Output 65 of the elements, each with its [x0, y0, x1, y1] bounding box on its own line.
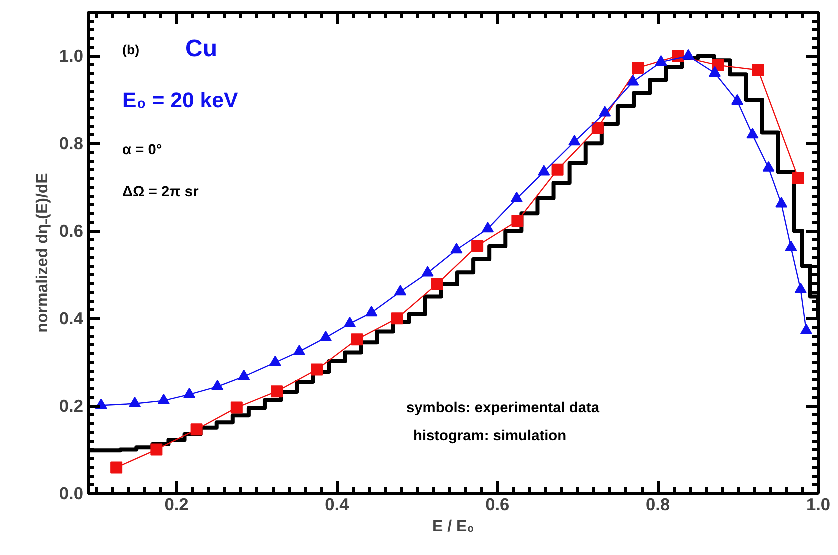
point [320, 330, 332, 342]
annotation: symbols: experimental data [406, 400, 600, 416]
point [293, 344, 306, 356]
annotation: Cu [186, 36, 218, 62]
x-axis-title: E / E₀ [432, 518, 474, 536]
point [184, 388, 196, 398]
point [552, 164, 564, 176]
point [599, 106, 612, 117]
point [762, 161, 775, 172]
point [682, 49, 695, 60]
y-axis-title: normalized dη₋(E)/dE [34, 172, 52, 333]
point [271, 386, 284, 398]
y-tick-label: 0.6 [59, 221, 84, 242]
point [158, 394, 170, 404]
point [592, 122, 604, 134]
y-tick-label: 1.0 [59, 46, 84, 66]
point [351, 334, 364, 346]
point [394, 285, 407, 296]
point [212, 380, 224, 390]
point [794, 282, 807, 294]
point [422, 266, 434, 277]
point [238, 370, 250, 380]
annotation: ΔΩ = 2π sr [122, 184, 200, 200]
x-tick-label: 0.8 [646, 494, 670, 514]
annotation: (b) [122, 42, 140, 58]
point [482, 222, 494, 233]
y-tick-label: 0.2 [59, 396, 84, 416]
point [538, 165, 550, 176]
point [366, 306, 378, 317]
point [785, 240, 798, 252]
point [431, 278, 444, 290]
point [627, 75, 640, 86]
annotation: α = 0° [122, 142, 162, 158]
point [731, 94, 744, 105]
annotation: histogram: simulation [414, 428, 567, 444]
x-tick-label: 0.4 [325, 494, 350, 514]
y-tick-label: 0.8 [59, 134, 84, 154]
point [110, 462, 123, 474]
x-tick-label: 0.6 [486, 494, 510, 514]
point [311, 364, 324, 376]
point [632, 62, 644, 74]
point [776, 197, 788, 208]
point [450, 243, 463, 254]
point [800, 324, 812, 335]
point [129, 397, 142, 408]
point [792, 172, 804, 184]
point [752, 64, 764, 76]
point [344, 316, 356, 328]
point [568, 135, 581, 146]
point [655, 56, 668, 66]
annotation: E₀ = 20 keV [122, 88, 240, 112]
point [150, 444, 163, 456]
point [472, 240, 484, 252]
y-tick-label: 0.0 [59, 484, 84, 504]
point [230, 402, 243, 414]
point [190, 424, 203, 436]
point [510, 192, 523, 202]
x-tick-label: 1.0 [806, 494, 831, 514]
y-tick-label: 0.4 [59, 308, 84, 329]
point [269, 356, 282, 366]
point [512, 215, 524, 228]
point [391, 312, 404, 325]
point [709, 66, 722, 77]
point [746, 128, 759, 139]
x-tick-label: 0.2 [164, 494, 189, 514]
